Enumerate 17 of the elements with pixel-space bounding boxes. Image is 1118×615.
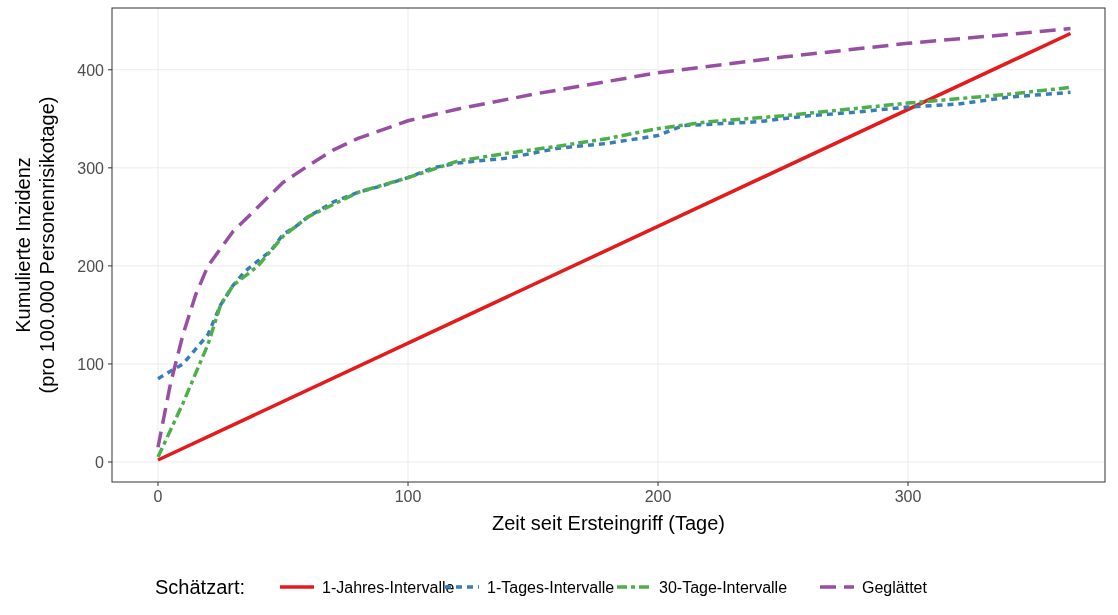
- legend-label: 1-Jahres-Intervalle: [322, 579, 455, 596]
- y-tick-label: 400: [77, 61, 105, 79]
- legend-title: Schätzart:: [155, 576, 246, 598]
- y-tick-label: 100: [77, 355, 105, 373]
- y-axis-title: Kumulierte Inzidenz (pro 100.000 Personenrisikotage): [12, 96, 58, 394]
- y-tick-label: 0: [95, 454, 105, 471]
- legend-label: 30-Tage-Intervalle: [659, 579, 788, 596]
- y-tick-label: 200: [77, 257, 105, 275]
- x-axis-title: Zeit seit Ersteingriff (Tage): [491, 512, 726, 534]
- legend-label: Geglättet: [862, 579, 928, 596]
- line-series: [156, 90, 1073, 381]
- y-tick-label: 300: [77, 159, 105, 177]
- x-tick-label: 300: [894, 488, 922, 505]
- x-tick-label: 0: [153, 488, 163, 505]
- legend-label: 1-Tages-Intervalle: [487, 579, 615, 596]
- x-tick-label: 100: [394, 488, 422, 505]
- x-tick-label: 200: [644, 488, 672, 505]
